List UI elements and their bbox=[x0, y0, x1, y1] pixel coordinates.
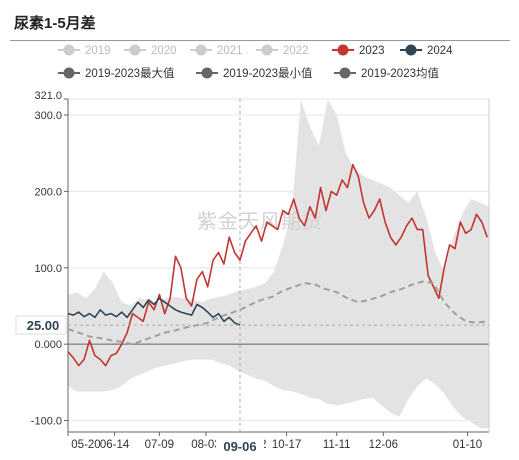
legend-item[interactable]: 2019-2023均值 bbox=[334, 67, 439, 80]
y-tick-label: 300.0 bbox=[34, 110, 62, 122]
legend-item[interactable]: 2020 bbox=[124, 44, 177, 58]
legend-item[interactable]: 2021 bbox=[190, 44, 243, 58]
current-x-label: 09-06 bbox=[223, 439, 256, 454]
series-2024-line bbox=[67, 297, 241, 326]
legend-swatch-marker bbox=[405, 44, 417, 56]
legend-label: 2023 bbox=[359, 45, 385, 57]
y-tick-label: 0.000 bbox=[34, 339, 62, 351]
legend: 2019 2020 2021 2022 2023 2024 2019-2023最大值 2019… bbox=[58, 44, 453, 80]
max-min-band bbox=[68, 99, 489, 429]
x-tick-label: 11-11 bbox=[323, 439, 351, 451]
legend-label: 2020 bbox=[151, 45, 177, 57]
legend-swatch-marker bbox=[337, 44, 349, 56]
legend-item[interactable]: 2024 bbox=[400, 44, 453, 58]
x-tick-label: 10-17 bbox=[272, 439, 301, 451]
legend-swatch-marker bbox=[63, 44, 75, 56]
x-tick-label: 07-09 bbox=[145, 439, 174, 451]
x-tick-label: 12-06 bbox=[369, 439, 398, 451]
legend-label: 2021 bbox=[217, 45, 243, 57]
y-tick-label: 200.0 bbox=[34, 186, 62, 198]
legend-label: 2022 bbox=[283, 45, 309, 57]
y-tick-label: -100.0 bbox=[31, 416, 62, 428]
legend-swatch-marker bbox=[63, 67, 75, 79]
legend-item[interactable]: 2019 bbox=[58, 44, 111, 58]
series-2023-line bbox=[67, 163, 488, 367]
watermark: 紫金天风期货 bbox=[197, 210, 323, 233]
current-value-box bbox=[15, 315, 67, 335]
y-tick-label: 100.0 bbox=[34, 263, 62, 275]
legend-label: 2019 bbox=[85, 45, 111, 57]
x-tick-label: 01-10 bbox=[453, 439, 482, 451]
x-tick-label: 08-03 bbox=[191, 439, 220, 451]
y-tick-label: 321.0 bbox=[34, 90, 62, 102]
series-mean-line bbox=[67, 280, 488, 346]
legend-item[interactable]: 2019-2023最大值 bbox=[58, 66, 175, 80]
current-x-box bbox=[215, 435, 264, 455]
chart-title: 尿素1-5月差 bbox=[14, 15, 96, 32]
current-value-label: 25.00 bbox=[27, 318, 60, 333]
legend-label: 2019-2023最大值 bbox=[85, 66, 175, 80]
legend-label: 2024 bbox=[427, 45, 453, 57]
x-tick-label: 05-20 bbox=[71, 439, 100, 451]
plot-area: -100.0 0.000 100.0 200.0 300.0 321.0 05-20 06-1… bbox=[15, 90, 490, 455]
legend-swatch-marker bbox=[195, 44, 207, 56]
legend-label: 2019-2023均值 bbox=[361, 67, 439, 80]
title-divider bbox=[10, 40, 510, 41]
x-tick-label: 06-14 bbox=[100, 439, 130, 451]
legend-item[interactable]: 2023 bbox=[332, 44, 385, 58]
legend-swatch-marker bbox=[261, 44, 273, 56]
legend-item[interactable]: 2019-2023最小值 bbox=[196, 67, 313, 80]
legend-swatch-marker bbox=[129, 44, 141, 56]
legend-swatch-marker bbox=[339, 67, 351, 79]
legend-swatch-marker bbox=[201, 67, 213, 79]
legend-label: 2019-2023最小值 bbox=[223, 67, 313, 80]
legend-item[interactable]: 2022 bbox=[256, 44, 309, 58]
